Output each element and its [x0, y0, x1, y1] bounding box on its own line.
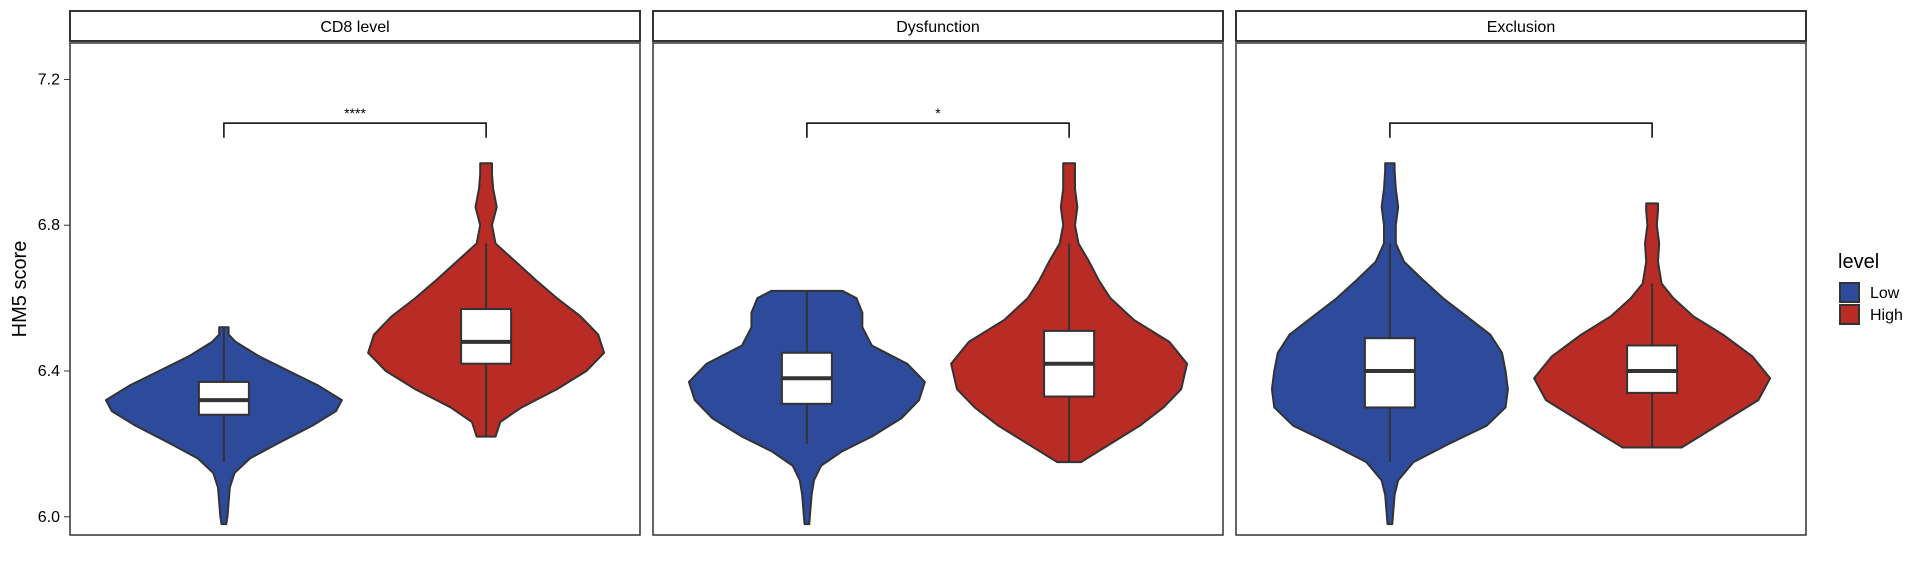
legend-label-high: High: [1870, 307, 1903, 324]
facet-strip: [652, 10, 1224, 42]
significance-label: *: [935, 105, 941, 121]
y-tick-label: 7.2: [38, 71, 60, 88]
legend-key-low: [1839, 282, 1860, 303]
facet-panel: Dysfunction *: [652, 10, 1224, 536]
box-high: [460, 308, 513, 365]
facet-panel: CD8 level ****: [69, 10, 641, 536]
facet-strip-label: Exclusion: [1487, 19, 1555, 36]
panel-border: [1235, 42, 1807, 536]
significance-label: ****: [344, 105, 366, 121]
legend-title: level: [1838, 251, 1879, 273]
facet-panel: Exclusion: [1235, 10, 1807, 536]
facet-strip: [69, 10, 641, 42]
panel-border: [652, 42, 1224, 536]
facet-strip-label: CD8 level: [320, 19, 389, 36]
y-axis: 6.0 6.4 6.8 7.2: [38, 71, 70, 526]
facet-strip-label: Dysfunction: [896, 19, 980, 36]
facet-strip: [1235, 10, 1807, 42]
significance-bracket: [223, 122, 487, 138]
significance-bracket: [1389, 122, 1653, 138]
y-tick-label: 6.0: [38, 509, 60, 526]
y-axis-title: HM5 score: [9, 241, 31, 338]
significance-bracket: [806, 122, 1070, 138]
panel-border: [69, 42, 641, 536]
y-tick-label: 6.4: [38, 363, 60, 380]
legend-label-low: Low: [1870, 285, 1900, 302]
legend: level Low High: [1838, 251, 1903, 325]
legend-key-high: [1839, 304, 1860, 325]
y-tick-label: 6.8: [38, 217, 60, 234]
